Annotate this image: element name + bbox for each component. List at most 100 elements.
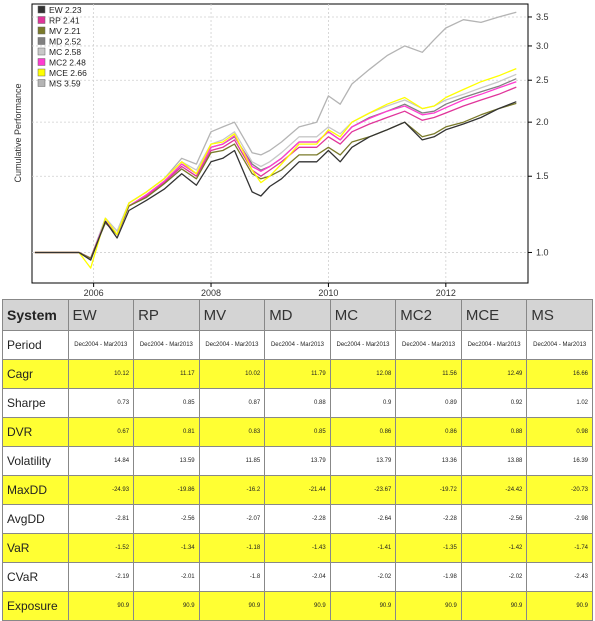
row-label: MaxDD [3, 476, 69, 505]
table-cell: 90.9 [330, 592, 396, 621]
x-tick-label: 2012 [436, 288, 456, 296]
table-cell: Dec2004 - Mar2013 [265, 331, 331, 360]
table-cell: 0.86 [396, 418, 462, 447]
table-cell: -2.19 [68, 563, 134, 592]
table-cell: 11.79 [265, 360, 331, 389]
table-cell: 0.92 [461, 389, 527, 418]
table-cell: 12.49 [461, 360, 527, 389]
y-tick-label: 1.0 [536, 247, 549, 257]
x-tick-label: 2006 [84, 288, 104, 296]
table-cell: -2.28 [396, 505, 462, 534]
table-cell: 10.02 [199, 360, 265, 389]
table-cell: 16.39 [527, 447, 593, 476]
table-row: AvgDD -2.81 -2.56 -2.07 -2.28 -2.64 -2.28 -2.56… [3, 505, 593, 534]
table-cell: 0.85 [134, 389, 200, 418]
legend-swatch [38, 6, 45, 13]
table-cell: -24.42 [461, 476, 527, 505]
table-cell: 0.88 [461, 418, 527, 447]
table-cell: Dec2004 - Mar2013 [330, 331, 396, 360]
row-label: DVR [3, 418, 69, 447]
table-cell: Dec2004 - Mar2013 [527, 331, 593, 360]
table-cell: -2.64 [330, 505, 396, 534]
table-cell: Dec2004 - Mar2013 [396, 331, 462, 360]
table-cell: -2.43 [527, 563, 593, 592]
table-cell: -2.81 [68, 505, 134, 534]
table-cell: -21.44 [265, 476, 331, 505]
table-cell: 90.9 [134, 592, 200, 621]
table-cell: -2.28 [265, 505, 331, 534]
table-cell: -1.42 [461, 534, 527, 563]
table-row: Sharpe 0.73 0.85 0.87 0.88 0.9 0.89 0.92 1.02 [3, 389, 593, 418]
legend-swatch [38, 17, 45, 24]
table-cell: -1.18 [199, 534, 265, 563]
table-cell: -2.04 [265, 563, 331, 592]
table-cell: 0.83 [199, 418, 265, 447]
legend-swatch [38, 27, 45, 34]
table-cell: -2.56 [461, 505, 527, 534]
table-cell: -2.02 [330, 563, 396, 592]
table-cell: 90.9 [199, 592, 265, 621]
stats-table: System EW RP MV MD MC MC2 MCE MS Period Dec2004 -… [2, 299, 593, 621]
table-cell: 13.79 [265, 447, 331, 476]
y-tick-label: 2.0 [536, 117, 549, 127]
legend-label: MC 2.58 [49, 47, 81, 57]
row-label: AvgDD [3, 505, 69, 534]
legend-label: EW 2.23 [49, 5, 82, 15]
table-cell: 16.66 [527, 360, 593, 389]
legend-label: RP 2.41 [49, 16, 80, 26]
table-cell: 11.17 [134, 360, 200, 389]
table-header-cell: RP [134, 300, 200, 331]
table-cell: -16.2 [199, 476, 265, 505]
table-cell: -19.72 [396, 476, 462, 505]
legend-label: MS 3.59 [49, 79, 81, 89]
row-label: CVaR [3, 563, 69, 592]
table-cell: 11.56 [396, 360, 462, 389]
table-cell: Dec2004 - Mar2013 [134, 331, 200, 360]
table-cell: 90.9 [461, 592, 527, 621]
chart-svg: 1.01.52.02.53.03.52006 2008 2010 2012EW 2.2… [0, 0, 595, 296]
table-cell: 0.86 [330, 418, 396, 447]
table-cell: 0.98 [527, 418, 593, 447]
table-cell: -2.02 [461, 563, 527, 592]
table-header-cell: MV [199, 300, 265, 331]
table-cell: 13.79 [330, 447, 396, 476]
table-cell: 90.9 [68, 592, 134, 621]
table-row: VaR -1.52 -1.34 -1.18 -1.43 -1.41 -1.35 -1.42 -1… [3, 534, 593, 563]
table-cell: 0.88 [265, 389, 331, 418]
table-cell: 13.88 [461, 447, 527, 476]
table-cell: -1.74 [527, 534, 593, 563]
table-cell: 13.36 [396, 447, 462, 476]
legend-swatch [38, 59, 45, 66]
table-cell: 0.67 [68, 418, 134, 447]
row-label: Exposure [3, 592, 69, 621]
table-cell: Dec2004 - Mar2013 [199, 331, 265, 360]
x-tick-label: 2010 [318, 288, 338, 296]
table-header-cell: EW [68, 300, 134, 331]
legend-label: MV 2.21 [49, 26, 81, 36]
table-header-row: System EW RP MV MD MC MC2 MCE MS [3, 300, 593, 331]
legend-label: MCE 2.66 [49, 68, 87, 78]
table-cell: -1.52 [68, 534, 134, 563]
row-label: Cagr [3, 360, 69, 389]
table-row: CVaR -2.19 -2.01 -1.8 -2.04 -2.02 -1.98 -2.02 -2… [3, 563, 593, 592]
table-header-cell: MS [527, 300, 593, 331]
legend-swatch [38, 38, 45, 45]
row-label: VaR [3, 534, 69, 563]
table-body: Period Dec2004 - Mar2013 Dec2004 - Mar2013… [3, 331, 593, 621]
table-cell: -20.73 [527, 476, 593, 505]
table-cell: -1.98 [396, 563, 462, 592]
row-label: Volatility [3, 447, 69, 476]
table-row: DVR 0.67 0.81 0.83 0.85 0.86 0.86 0.88 0.98 [3, 418, 593, 447]
table-cell: 90.9 [527, 592, 593, 621]
table-row: Cagr 10.12 11.17 10.02 11.79 12.08 11.56 12.49 1… [3, 360, 593, 389]
table-cell: -2.07 [199, 505, 265, 534]
performance-chart: 1.0 1.5 2.0 2.5 3.0 3.5 2006 2008 2010 2012 EW 2.2… [0, 0, 595, 296]
row-label: Sharpe [3, 389, 69, 418]
legend-label: MC2 2.48 [49, 58, 86, 68]
table-header-cell: MD [265, 300, 331, 331]
table-cell: 14.84 [68, 447, 134, 476]
table-cell: 0.9 [330, 389, 396, 418]
table-cell: -1.34 [134, 534, 200, 563]
table-cell: Dec2004 - Mar2013 [461, 331, 527, 360]
table-cell: -23.67 [330, 476, 396, 505]
